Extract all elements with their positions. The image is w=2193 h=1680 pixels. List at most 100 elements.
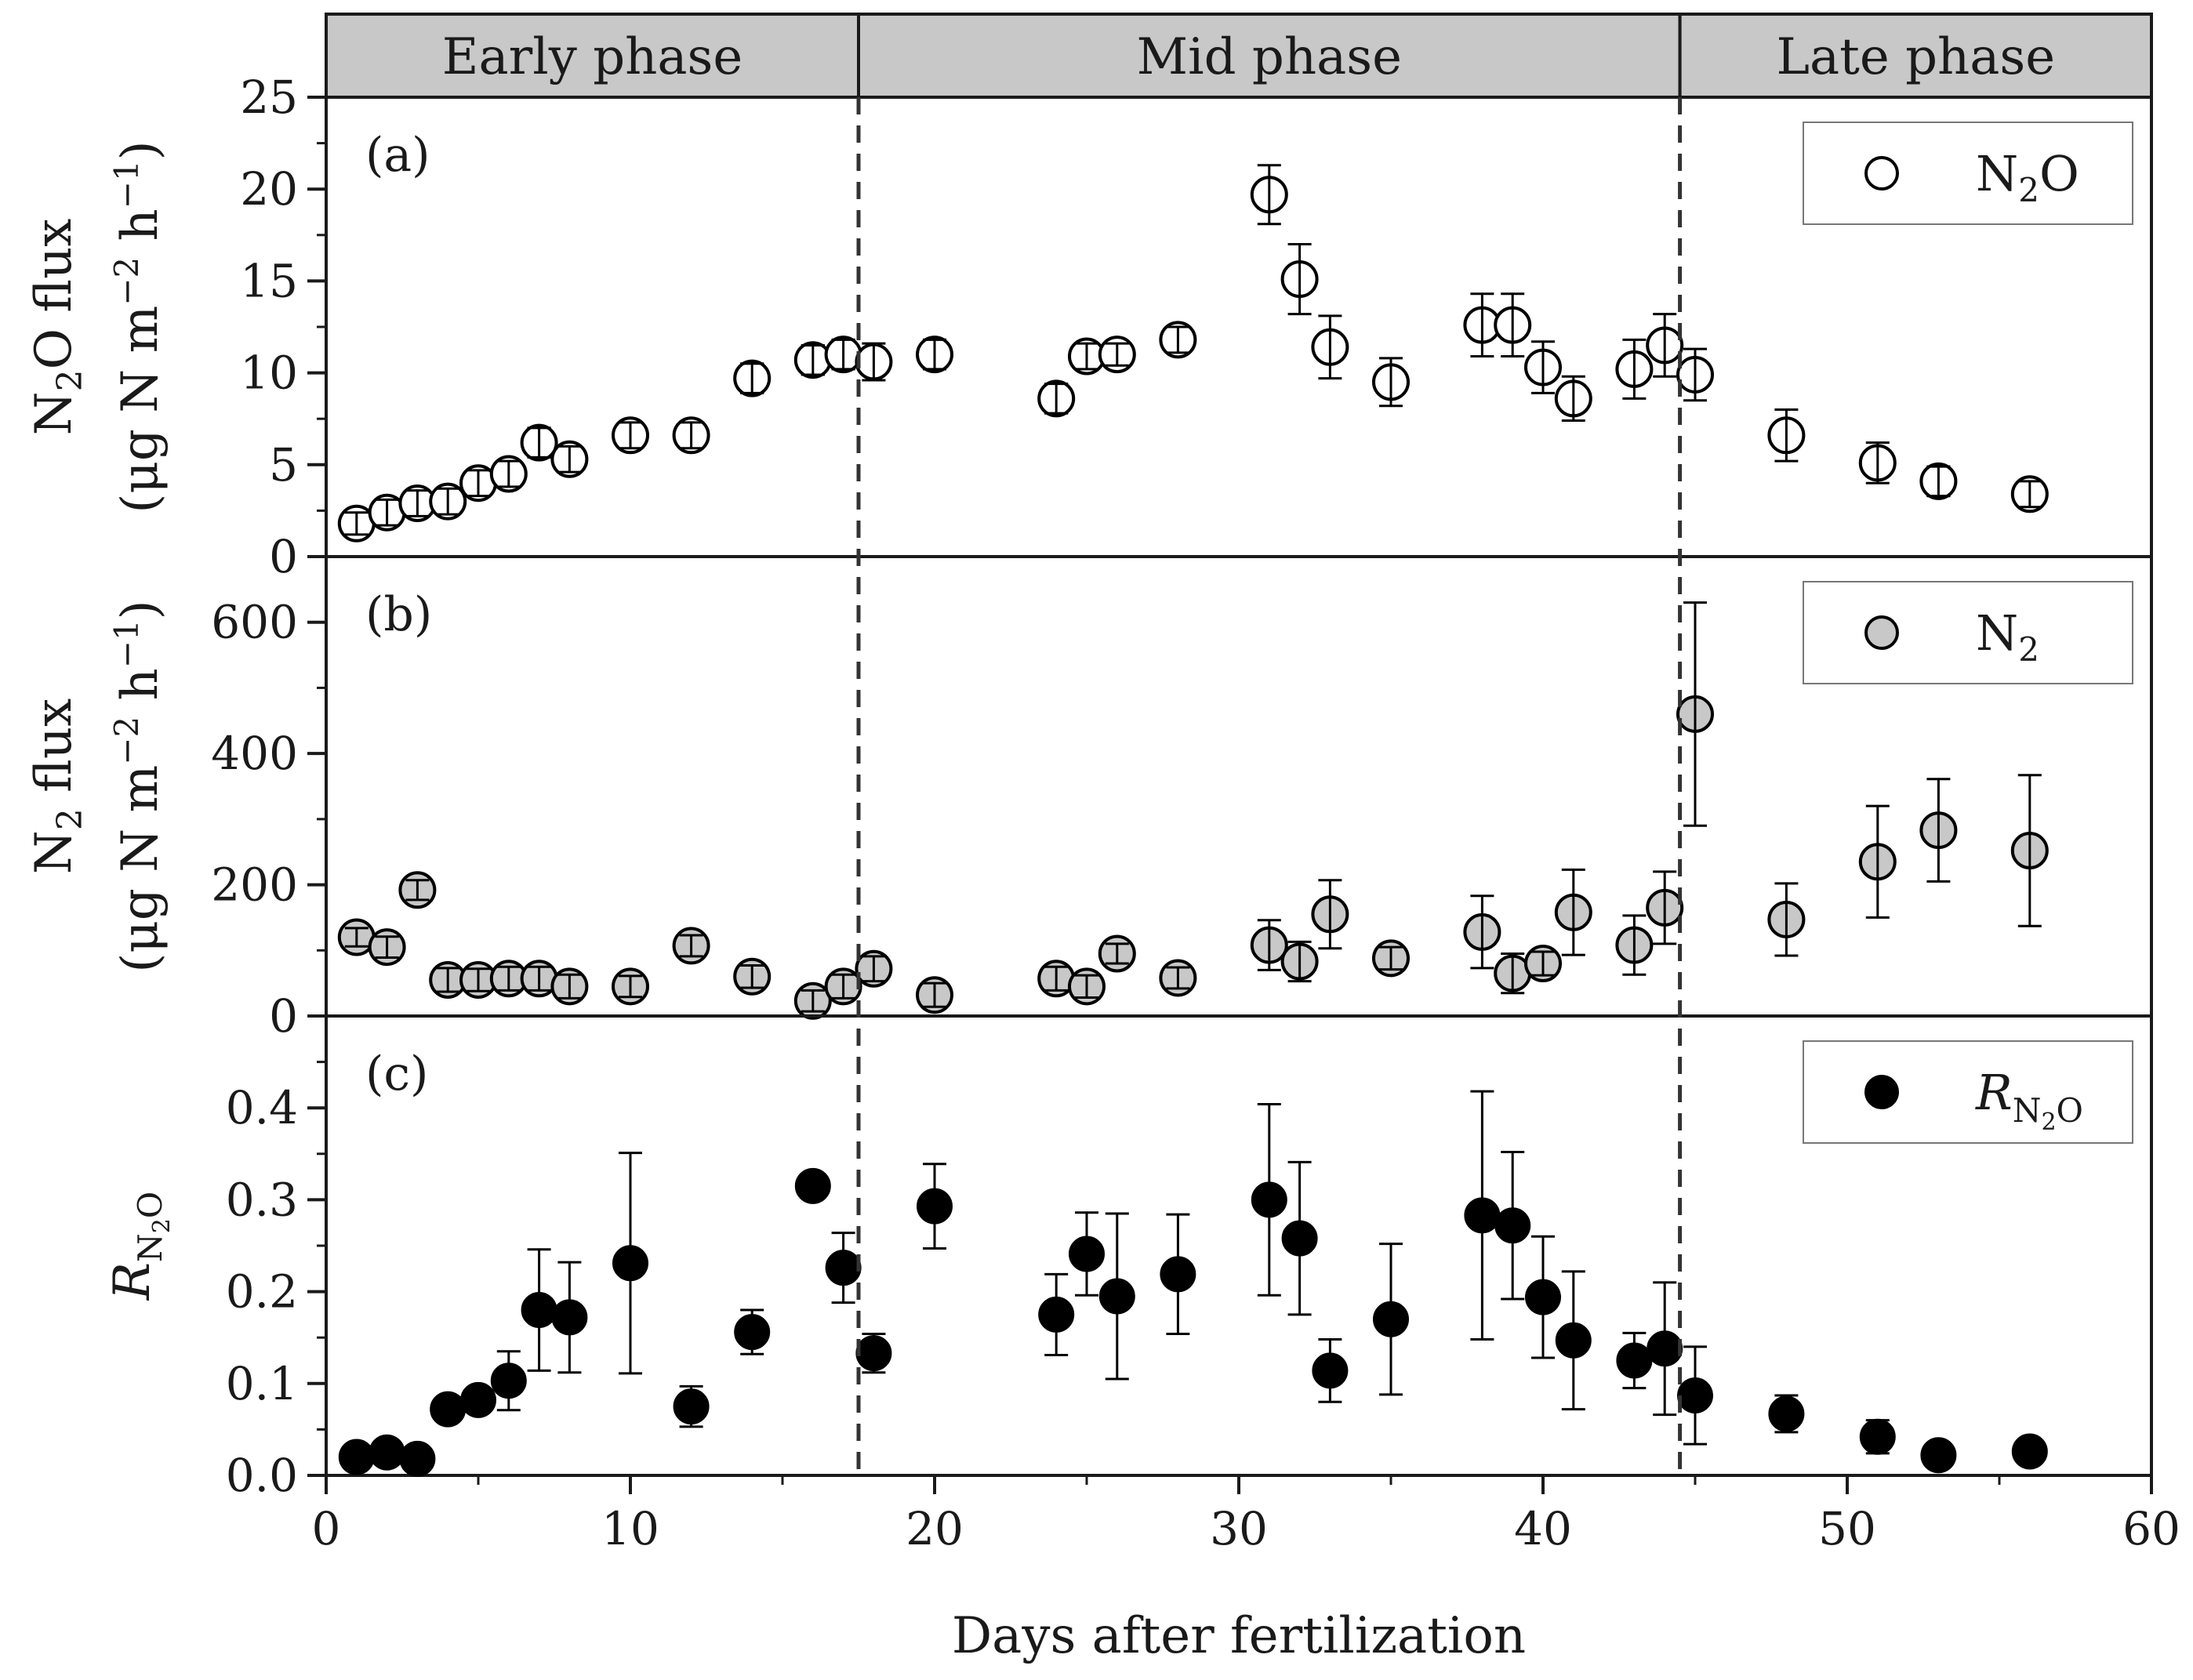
phase-box-1 (325, 13, 860, 99)
marker (1920, 1437, 1957, 1474)
data-point (612, 1152, 648, 1375)
data-point (734, 1308, 771, 1355)
data-point (612, 416, 649, 455)
y-tick-label: 200 (211, 858, 298, 912)
data-point (1676, 347, 1714, 402)
data-point (1311, 314, 1349, 380)
data-point (1647, 1281, 1683, 1417)
x-axis-title: Days after fertilization (952, 1607, 1526, 1665)
data-point (1098, 934, 1136, 973)
legend-box (1803, 1040, 2133, 1144)
data-point (733, 359, 772, 397)
data-point (1463, 894, 1501, 970)
data-point (369, 1434, 405, 1471)
legend-box (1803, 122, 2133, 225)
y-tick-label: 5 (269, 438, 298, 492)
data-point (1554, 868, 1592, 956)
data-point (824, 336, 862, 374)
data-point (794, 1167, 831, 1204)
y-tick-label: 10 (240, 347, 298, 400)
phase-box-2 (857, 13, 1682, 99)
data-point (1646, 870, 1684, 945)
marker (1616, 1342, 1653, 1379)
data-point (1160, 1213, 1196, 1336)
data-point (1524, 340, 1562, 394)
legend-marker (1864, 156, 1899, 190)
data-point (521, 1248, 557, 1372)
data-point (551, 1261, 588, 1374)
legend-label: N2 (1976, 604, 2039, 669)
legend-marker (1864, 615, 1899, 650)
marker (1677, 1377, 1713, 1414)
data-point (459, 464, 497, 503)
x-tick-label: 40 (1514, 1502, 1572, 1555)
marker (1312, 1352, 1349, 1389)
data-point (1767, 882, 1806, 957)
data-point (398, 871, 437, 909)
marker (1038, 1296, 1075, 1333)
data-point (1098, 1212, 1135, 1381)
data-point (338, 1439, 375, 1475)
marker (338, 1439, 375, 1475)
phase-dividers (856, 97, 1683, 1475)
data-point (612, 967, 649, 1006)
data-point (550, 440, 589, 478)
data-point (1919, 462, 1958, 500)
x-tick-label: 0 (312, 1502, 341, 1555)
marker (1555, 1322, 1592, 1359)
y-axis-unit: (μg N m−2 h−1) (107, 600, 169, 972)
marker (521, 1292, 557, 1329)
data-point (1464, 1090, 1501, 1341)
marker (673, 1388, 710, 1425)
data-point (399, 1440, 436, 1477)
data-point (459, 960, 497, 999)
data-point (916, 976, 953, 1014)
y-tick-label: 0 (269, 989, 298, 1043)
data-point (1068, 967, 1106, 1006)
data-point (1098, 336, 1136, 374)
data-point (825, 1232, 862, 1304)
data-point (1494, 292, 1532, 358)
x-tick-label: 30 (1210, 1502, 1268, 1555)
data-point (1554, 375, 1592, 423)
marker (1525, 1279, 1561, 1315)
x-tick-label: 60 (2122, 1502, 2180, 1555)
data-point (916, 336, 953, 374)
data-point (2010, 774, 2049, 927)
data-point (1372, 357, 1410, 408)
data-point (1615, 914, 1654, 976)
marker (1464, 1197, 1501, 1234)
data-point (1494, 952, 1532, 995)
y-tick-label: 0.4 (226, 1081, 298, 1134)
marker (612, 1245, 648, 1282)
legend: N2 (1803, 581, 2133, 684)
legend: RN2O (1803, 1040, 2133, 1144)
marker (369, 1434, 405, 1471)
data-point (1555, 1270, 1592, 1411)
data-point (1250, 919, 1288, 971)
data-point (1251, 1103, 1287, 1297)
y-tick-label: 400 (211, 727, 298, 780)
data-point (1311, 879, 1349, 950)
data-point (1494, 1150, 1531, 1301)
data-point (337, 504, 376, 542)
marker (734, 1314, 771, 1351)
data-point (824, 967, 862, 1006)
data-point (1372, 939, 1410, 978)
y-tick-label: 0.2 (226, 1265, 298, 1319)
marker (1160, 1256, 1196, 1293)
data-point (1463, 292, 1501, 358)
data-point (1037, 960, 1076, 998)
x-tick-label: 10 (601, 1502, 659, 1555)
data-point (1920, 1437, 1957, 1474)
data-point (1615, 338, 1654, 400)
panel-label: (b) (365, 587, 432, 642)
data-point (1159, 321, 1197, 359)
y-tick-label: 20 (240, 162, 298, 216)
panel-r-n2o: 0.0 0.1 0.2 0.3 0.4 (c) RN2O RN2O (103, 1014, 2153, 1502)
data-point (1280, 940, 1319, 983)
marker (1251, 1181, 1287, 1218)
legend-label: N2O (1976, 145, 2079, 209)
marker (1768, 1395, 1805, 1432)
data-point (1281, 1160, 1318, 1316)
